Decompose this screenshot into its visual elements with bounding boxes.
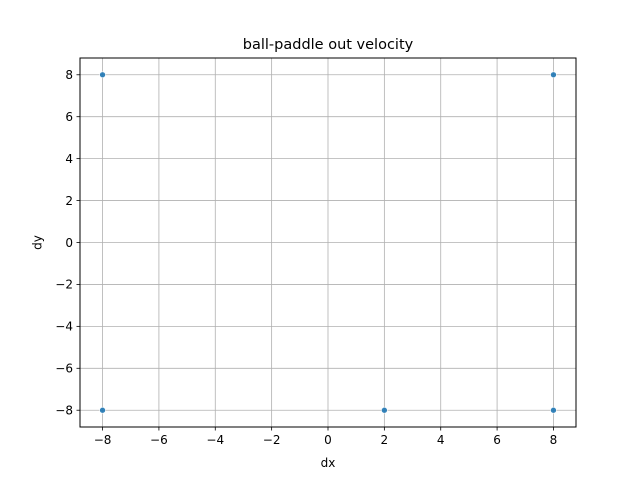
x-tick-label: 4	[437, 433, 445, 447]
x-tick-label: 0	[324, 433, 332, 447]
x-tick-label: −6	[150, 433, 168, 447]
data-points	[99, 71, 557, 414]
x-tick-label: −8	[94, 433, 112, 447]
x-tick-label: −4	[206, 433, 224, 447]
y-axis-label: dy	[31, 235, 45, 250]
data-point	[381, 406, 388, 414]
y-tick-label: 6	[65, 110, 73, 124]
ticks: −8 −6 −4 −2 0 2 4 6 8 −8 −6 −4 −2 0 2 4 6 8	[55, 68, 557, 447]
y-tick-label: 4	[65, 152, 73, 166]
y-tick-label: −8	[55, 404, 73, 418]
x-tick-label: −2	[263, 433, 281, 447]
data-point	[99, 71, 106, 79]
data-point	[550, 71, 557, 79]
x-axis-label: dx	[321, 456, 336, 470]
y-tick-label: 8	[65, 68, 73, 82]
y-tick-label: 0	[65, 236, 73, 250]
grid	[80, 58, 576, 427]
y-tick-label: −6	[55, 362, 73, 376]
data-point	[550, 406, 557, 414]
x-tick-label: 8	[550, 433, 558, 447]
x-tick-label: 6	[493, 433, 501, 447]
y-tick-label: −2	[55, 278, 73, 292]
x-tick-label: 2	[381, 433, 389, 447]
y-tick-label: 2	[65, 194, 73, 208]
y-tick-label: −4	[55, 320, 73, 334]
data-point	[99, 406, 106, 414]
chart-title: ball-paddle out velocity	[243, 37, 414, 53]
